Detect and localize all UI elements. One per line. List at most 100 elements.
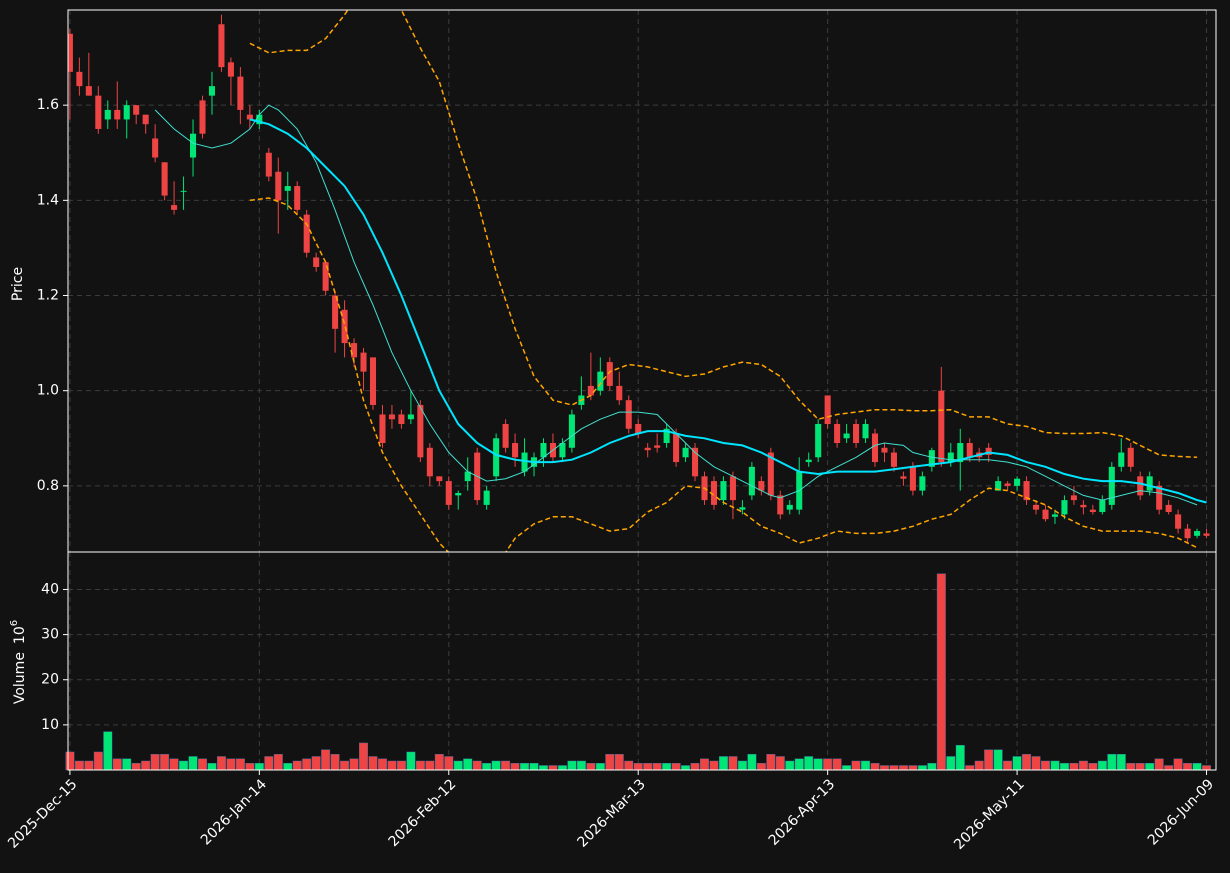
volume-bar — [756, 763, 766, 771]
volume-bar — [425, 760, 435, 771]
volume-bar — [330, 754, 340, 771]
candle-body — [616, 385, 623, 401]
volume-bar — [141, 760, 151, 771]
candle-body — [398, 414, 405, 424]
candle-body — [786, 504, 793, 510]
volume-bar — [359, 742, 368, 771]
candle-body — [1051, 514, 1059, 517]
volume-bar — [311, 756, 321, 771]
y-tick-label: 10 — [41, 717, 59, 733]
candle-body — [635, 423, 642, 434]
candle-body — [654, 445, 661, 448]
volume-bar — [993, 749, 1003, 771]
candle-body — [455, 492, 462, 496]
volume-bar — [1126, 763, 1136, 771]
candle-body — [739, 507, 746, 510]
candle-body — [227, 62, 234, 77]
candle-body — [928, 450, 935, 467]
volume-bar — [1078, 760, 1088, 771]
candle-body — [1184, 528, 1191, 539]
volume-bar — [254, 763, 264, 771]
volume-bar — [681, 765, 691, 771]
overlay-line — [249, 118, 1207, 504]
candle-body — [85, 86, 92, 96]
volume-bar — [434, 754, 444, 771]
volume-bar — [595, 763, 605, 771]
volume-bar — [179, 760, 189, 771]
candle-body — [199, 100, 206, 134]
volume-bar — [520, 763, 530, 771]
candle-body — [332, 295, 339, 329]
candle-body — [1042, 509, 1049, 520]
volume-axis-label: Volume 106 — [9, 620, 28, 704]
y-axis-label: Price — [10, 267, 26, 301]
candle-body — [68, 33, 73, 72]
volume-bar — [813, 758, 823, 771]
volume-bar — [368, 756, 378, 771]
volume-bar — [1097, 760, 1107, 771]
volume-bar — [491, 760, 501, 771]
volume-bar — [898, 765, 908, 771]
volume-bar — [605, 754, 615, 771]
candle-body — [673, 433, 680, 463]
candle-body — [512, 443, 519, 458]
candle-body — [1061, 500, 1068, 515]
candle-body — [1089, 509, 1096, 513]
volume-bar — [927, 763, 937, 771]
candle-body — [625, 400, 632, 429]
candle-body — [256, 114, 263, 125]
candle-body — [161, 162, 168, 196]
volume-bar — [955, 744, 965, 771]
candle-body — [1203, 533, 1210, 536]
candle-body — [76, 71, 83, 87]
volume-bar — [406, 751, 416, 771]
volume-bar — [1059, 763, 1069, 771]
volume-bar — [160, 754, 170, 771]
candle-body — [985, 447, 992, 455]
candle-body — [805, 459, 812, 463]
candle-body — [938, 390, 945, 463]
candle-body — [1023, 481, 1030, 501]
volume-bar — [1183, 763, 1193, 771]
candle-body — [294, 186, 301, 210]
volume-bar — [1003, 760, 1013, 771]
candle-body — [606, 362, 613, 386]
candle-body — [95, 95, 102, 129]
volume-bar — [662, 763, 672, 771]
candle-body — [180, 190, 187, 192]
overlay-line — [249, 10, 1198, 459]
volume-bar — [861, 760, 871, 771]
candle-body — [1137, 476, 1144, 496]
volume-bar — [510, 763, 520, 771]
volume-bar — [747, 754, 757, 771]
candle-body — [436, 476, 443, 482]
candle-body — [464, 471, 471, 482]
volume-bar — [245, 763, 255, 771]
y-tick-label: 1.0 — [37, 383, 59, 399]
candle-body — [587, 385, 594, 396]
candle-body — [824, 395, 831, 424]
candle-body — [142, 114, 149, 125]
volume-scale-base: 10 — [12, 626, 28, 644]
y-tick-label: 30 — [41, 627, 59, 643]
volume-bar — [235, 758, 245, 771]
candle-body — [1194, 531, 1201, 536]
candle-body — [682, 447, 689, 458]
volume-bar — [936, 573, 946, 771]
volume-bar — [74, 760, 84, 771]
candle-body — [1156, 485, 1163, 510]
volume-bar — [1202, 765, 1211, 771]
candle-body — [1175, 514, 1182, 529]
volume-bar — [1145, 763, 1155, 771]
candle-body — [1165, 504, 1172, 513]
candle-body — [388, 414, 395, 420]
volume-bar — [917, 765, 927, 771]
candle-body — [909, 466, 916, 491]
volume-bar — [842, 765, 852, 771]
volume-bar — [198, 758, 207, 771]
volume-bar — [557, 765, 567, 771]
y-tick-label: 20 — [41, 672, 59, 688]
volume-bar — [131, 763, 141, 771]
y-tick-label: 1.4 — [37, 192, 59, 208]
